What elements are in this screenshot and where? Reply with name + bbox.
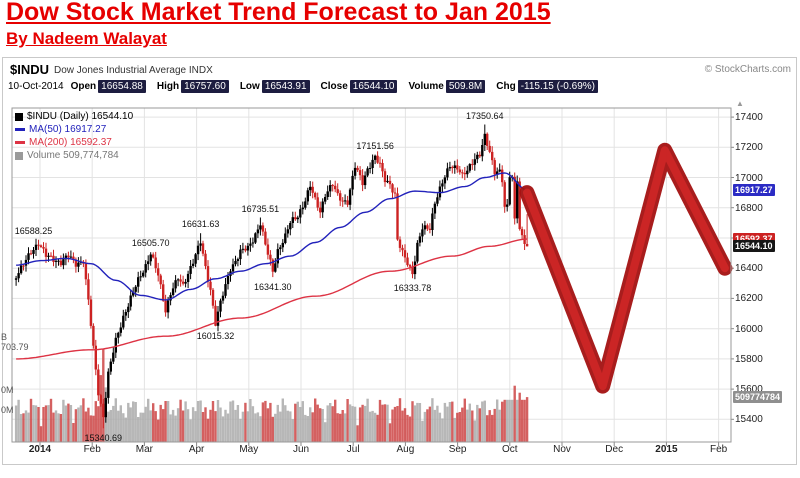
quote-field-value: 16757.60 bbox=[181, 80, 229, 93]
price-chart-canvas bbox=[11, 107, 734, 446]
quote-fields: Open 16654.88 High 16757.60 Low 16543.91 Close… bbox=[71, 80, 602, 93]
legend-row-ma50: MA(50) 16917.27 bbox=[15, 123, 133, 136]
candlestick-series-icon bbox=[15, 112, 23, 121]
volume-layer bbox=[14, 348, 529, 442]
quote-field-volume: Volume 509.8M bbox=[408, 80, 486, 93]
legend-volume-label: Volume 509,774,784 bbox=[27, 150, 119, 161]
quote-bar: 10-Oct-2014 Open 16654.88 High 16757.60 Low 1… bbox=[8, 80, 602, 93]
chart-card bbox=[2, 57, 797, 465]
quote-field-label: Chg bbox=[496, 81, 516, 92]
legend-ma200-label: MA(200) 16592.37 bbox=[29, 137, 112, 148]
ma50-line-icon bbox=[15, 128, 25, 131]
quote-date: 10-Oct-2014 bbox=[8, 81, 64, 92]
candles-layer bbox=[14, 124, 529, 429]
quote-field-value: 16654.88 bbox=[98, 80, 146, 93]
instrument-name: Dow Jones Industrial Average INDX bbox=[54, 65, 213, 76]
quote-field-label: Low bbox=[239, 81, 260, 92]
legend-main-label: $INDU (Daily) 16544.10 bbox=[27, 111, 134, 122]
plot-border bbox=[11, 107, 732, 443]
quote-field-label: Volume bbox=[408, 81, 444, 92]
article-title: Dow Stock Market Trend Forecast to Jan 2… bbox=[6, 0, 551, 26]
stockcharts-copyright: © StockCharts.com bbox=[704, 64, 791, 75]
quote-field-close: Close 16544.10 bbox=[321, 80, 398, 93]
quote-field-high: High 16757.60 bbox=[157, 80, 229, 93]
forecast-line bbox=[519, 142, 733, 394]
quote-field-value: 16543.91 bbox=[261, 80, 310, 93]
axis-scroll-up-icon: ▲ bbox=[736, 99, 744, 108]
article-byline: By Nadeem Walayat bbox=[6, 29, 167, 48]
ma200-line-icon bbox=[15, 141, 25, 144]
ma50-line bbox=[16, 172, 528, 301]
quote-field-label: High bbox=[156, 81, 180, 92]
quote-field-value: 16544.10 bbox=[349, 80, 398, 93]
quote-field-label: Close bbox=[320, 81, 348, 92]
legend-row-main: $INDU (Daily) 16544.10 bbox=[15, 110, 133, 123]
quote-field-chg: Chg -115.15 (-0.69%) bbox=[496, 80, 598, 93]
ma200-line bbox=[16, 238, 528, 360]
ticker-symbol: $INDU bbox=[10, 62, 50, 77]
quote-field-label: Open bbox=[70, 81, 97, 92]
legend-row-volume: Volume 509,774,784 bbox=[15, 149, 133, 162]
legend-ma50-label: MA(50) 16917.27 bbox=[29, 124, 107, 135]
volume-bars-icon bbox=[15, 151, 23, 160]
quote-field-low: Low 16543.91 bbox=[240, 80, 310, 93]
chart-legend: $INDU (Daily) 16544.10 MA(50) 16917.27 M… bbox=[15, 110, 133, 162]
quote-field-open: Open 16654.88 bbox=[71, 80, 146, 93]
quote-field-value: -115.15 (-0.69%) bbox=[517, 80, 598, 93]
quote-field-value: 509.8M bbox=[445, 80, 486, 93]
legend-row-ma200: MA(200) 16592.37 bbox=[15, 136, 133, 149]
